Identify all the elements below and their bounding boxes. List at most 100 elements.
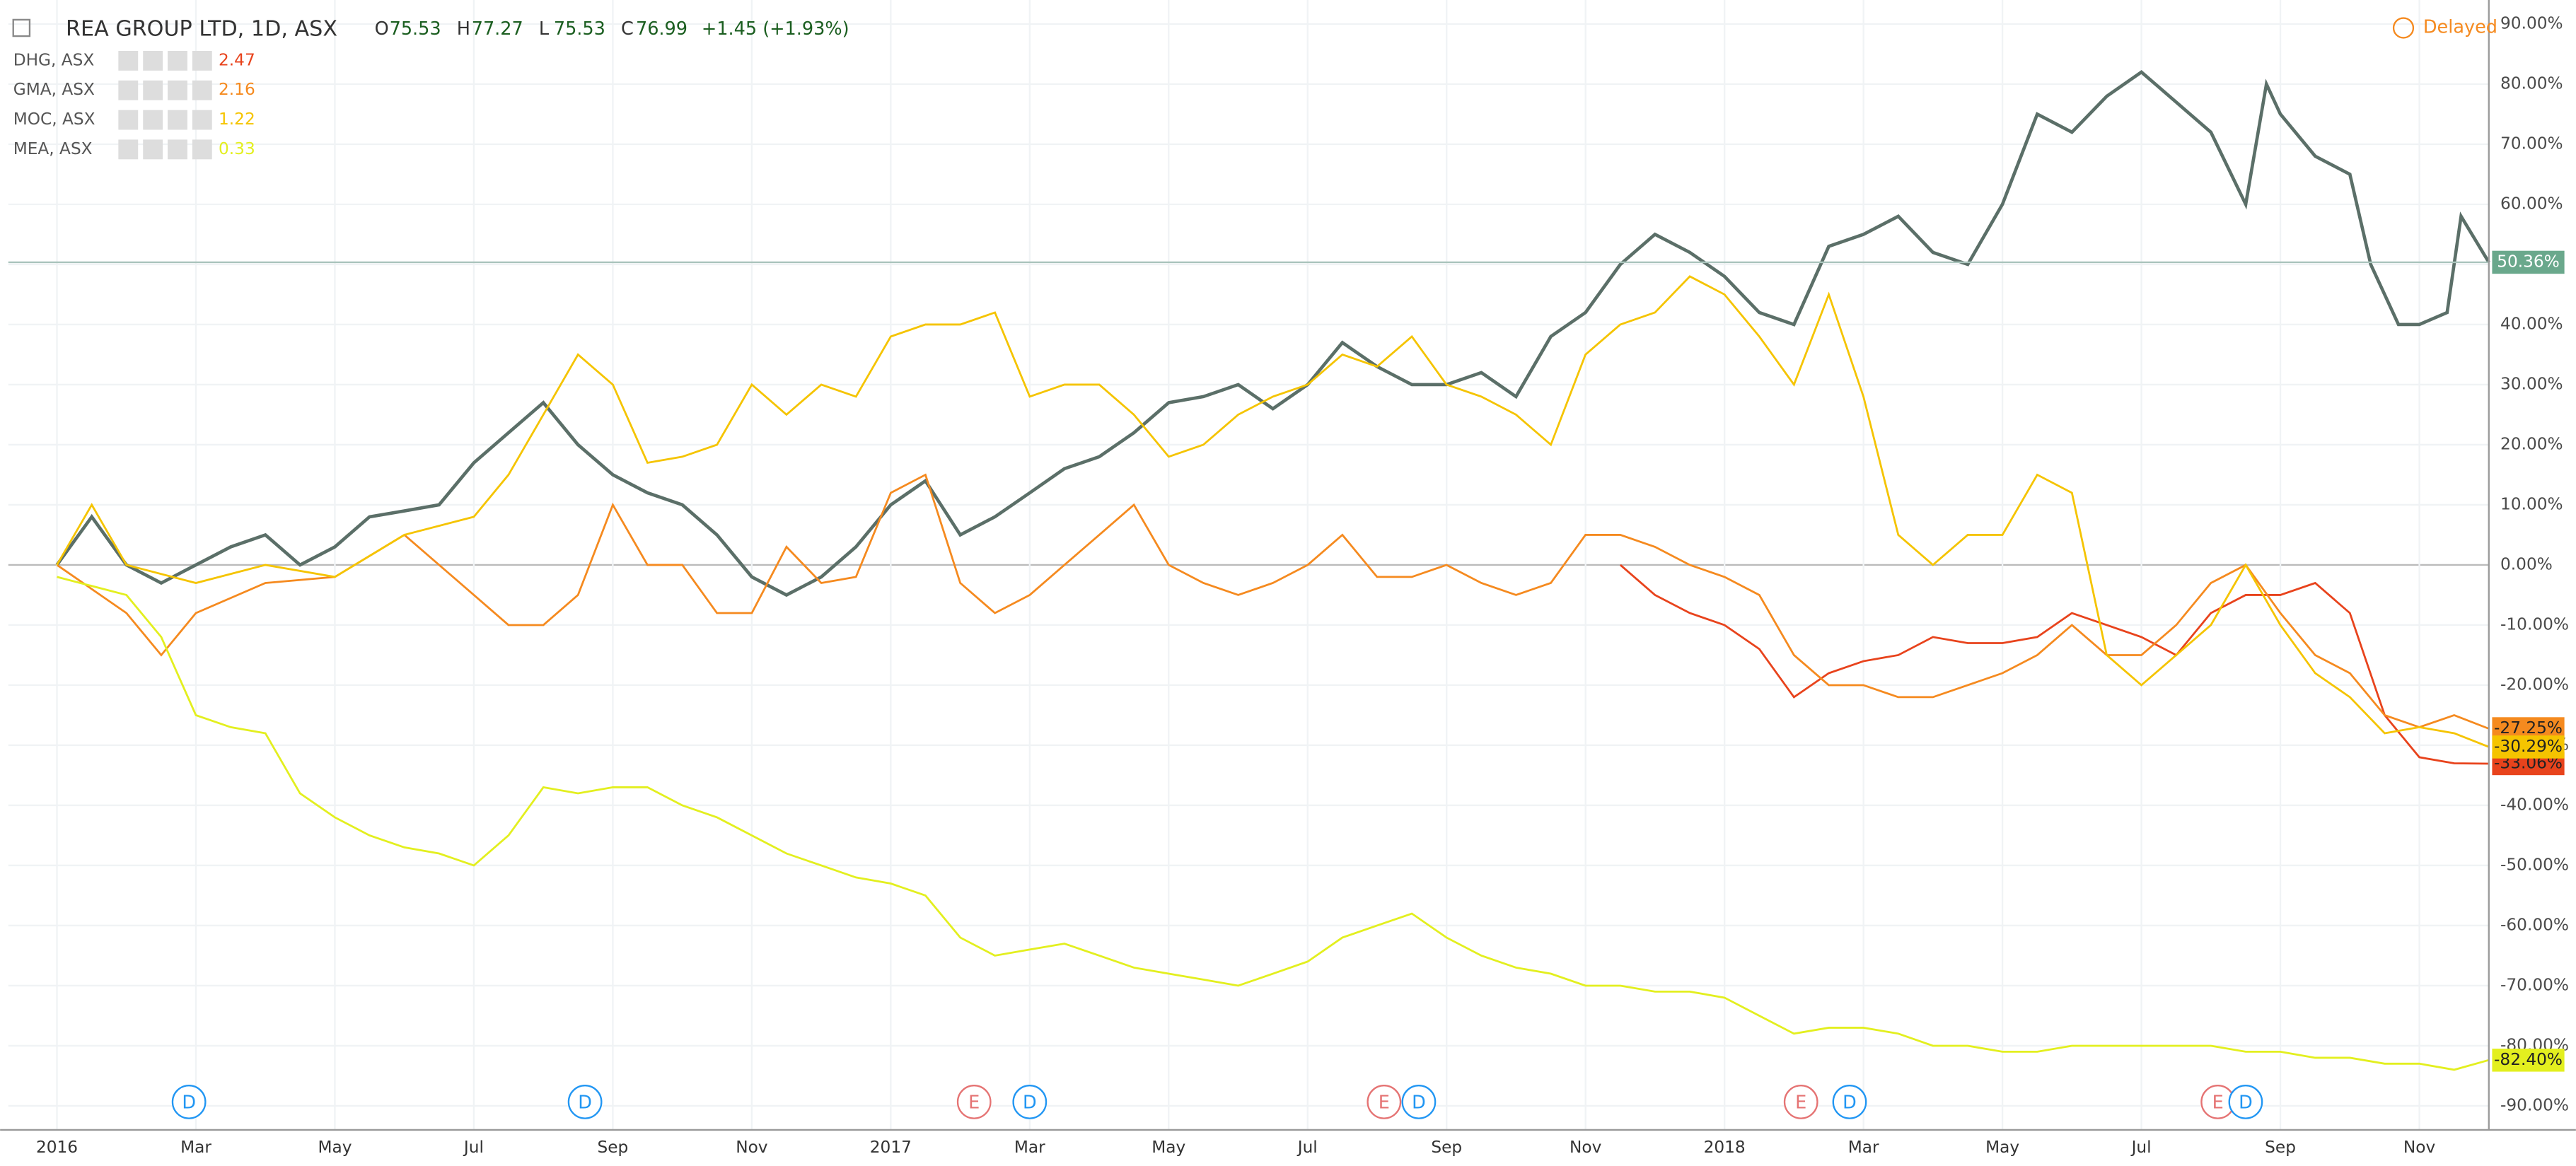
series-line [56, 275, 2490, 748]
y-tick-label: -50.00% [2500, 855, 2569, 874]
collapse-icon[interactable] [12, 18, 31, 37]
series-lines [8, 70, 2490, 1071]
x-tick-label: May [1151, 1138, 1185, 1157]
x-tick-label: Jul [463, 1138, 484, 1157]
axis-labels: 90.00%80.00%70.00%60.00%50.00%40.00%30.0… [36, 13, 2569, 1156]
symbol-title: REA GROUP LTD, 1D, ASX [66, 16, 337, 41]
legend-button[interactable] [118, 50, 139, 71]
legend-value: 2.16 [219, 80, 255, 99]
last-value-badge [2492, 1049, 2565, 1072]
event-marker[interactable] [1367, 1085, 1402, 1119]
x-tick-label: Mar [1848, 1138, 1879, 1157]
event-marker[interactable] [1401, 1085, 1437, 1119]
last-value-badge [2492, 250, 2565, 274]
ohlc: O 75.53 H 77.27 L 75.53 C 76.99 [375, 18, 687, 40]
event-label: D [1023, 1092, 1037, 1114]
ohlc-key: H [457, 18, 470, 40]
last-value-label: -82.40% [2494, 1050, 2563, 1069]
legend-button[interactable] [143, 80, 163, 100]
legend-value: 0.33 [219, 139, 255, 158]
x-tick-label: 2017 [870, 1138, 912, 1157]
x-tick-label: Sep [1431, 1138, 1462, 1157]
last-value-label: -27.25% [2494, 718, 2563, 738]
x-tick-label: Nov [736, 1138, 768, 1157]
last-value-label: 50.36% [2497, 252, 2560, 271]
series-line [56, 473, 2490, 730]
x-tick-label: 2018 [1704, 1138, 1746, 1157]
x-tick-label: Nov [1570, 1138, 1602, 1157]
legend-button[interactable] [168, 110, 187, 130]
delayed: Delayed [2423, 16, 2497, 37]
event-label: E [2212, 1092, 2224, 1114]
event-marker[interactable] [567, 1085, 603, 1119]
legend-button[interactable] [192, 110, 212, 130]
legend-button[interactable] [118, 110, 139, 130]
x-tick-label: Sep [2265, 1138, 2296, 1157]
legend-name: MOC, ASX [13, 110, 95, 129]
ohlc-value: 76.99 [636, 18, 687, 40]
y-tick-label: 90.00% [2500, 13, 2563, 33]
series-line [1619, 564, 2489, 765]
ohlc-value: 75.53 [390, 18, 441, 40]
y-tick-label: -40.00% [2500, 795, 2569, 814]
event-label: D [182, 1092, 196, 1114]
event-label: D [2239, 1092, 2253, 1114]
y-tick-label: -70.00% [2500, 975, 2569, 994]
event-marker[interactable] [956, 1085, 992, 1119]
y-tick-label: 0.00% [2500, 554, 2553, 573]
last-value-label: -30.29% [2494, 737, 2563, 756]
legend-value: 1.22 [219, 110, 255, 129]
event-marker[interactable] [1783, 1085, 1818, 1119]
event-label: E [1379, 1092, 1390, 1114]
event-marker[interactable] [1832, 1085, 1867, 1119]
ohlc-key: O [375, 18, 389, 40]
x-tick-label: May [318, 1138, 352, 1157]
legend-button[interactable] [143, 50, 163, 71]
y-tick-label: 70.00% [2500, 134, 2563, 153]
ohlc-key: C [621, 18, 634, 40]
y-tick-label: -20.00% [2500, 675, 2569, 694]
legend-button[interactable] [168, 80, 187, 100]
legend-button[interactable] [168, 139, 187, 160]
legend-name: GMA, ASX [13, 80, 95, 99]
y-tick-label: 40.00% [2500, 314, 2563, 333]
y-tick-label: -10.00% [2500, 614, 2569, 634]
y-tick-label: 10.00% [2500, 494, 2563, 513]
x-tick-label: Jul [2130, 1138, 2152, 1157]
legend-button[interactable] [192, 80, 212, 100]
y-tick-label: 30.00% [2500, 374, 2563, 393]
event-marker[interactable] [171, 1085, 207, 1119]
legend-button[interactable] [192, 139, 212, 160]
y-tick-label: 20.00% [2500, 434, 2563, 453]
event-label: E [1795, 1092, 1806, 1114]
legend-button[interactable] [143, 139, 163, 160]
legend-button[interactable] [118, 80, 139, 100]
x-tick-label: 2016 [36, 1138, 78, 1157]
y-tick-label: -60.00% [2500, 915, 2569, 934]
y-tick-label: -90.00% [2500, 1095, 2569, 1114]
x-tick-label: Jul [1296, 1138, 1318, 1157]
x-tick-label: Mar [180, 1138, 211, 1157]
series-line [55, 70, 2490, 597]
legend-button[interactable] [143, 110, 163, 130]
change: +1.45 (+1.93%) [702, 18, 849, 40]
legend-value: 2.47 [219, 50, 255, 69]
ohlc-value: 75.53 [554, 18, 605, 40]
last-value-badge [2492, 735, 2565, 759]
x-tick-label: Sep [598, 1138, 629, 1157]
x-tick-label: Nov [2403, 1138, 2436, 1157]
grid [8, 0, 2489, 1130]
event-marker[interactable] [2228, 1085, 2263, 1119]
legend: REA GROUP LTD, 1D, ASX O 75.53 H 77.27 L 75.5… [12, 16, 2497, 160]
y-tick-label: 60.00% [2500, 194, 2563, 213]
legend-button[interactable] [118, 139, 139, 160]
legend-button[interactable] [192, 50, 212, 71]
event-marker[interactable] [1012, 1085, 1048, 1119]
x-tick-label: May [1985, 1138, 2019, 1157]
y-tick-label: 80.00% [2500, 74, 2563, 93]
legend-button[interactable] [168, 50, 187, 71]
event-label: D [1843, 1092, 1857, 1114]
event-label: D [1412, 1092, 1426, 1114]
